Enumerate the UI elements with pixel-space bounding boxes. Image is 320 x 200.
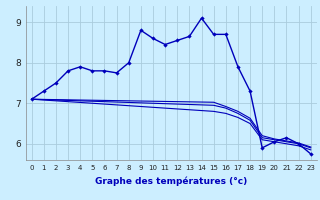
X-axis label: Graphe des températures (°c): Graphe des températures (°c) (95, 176, 247, 186)
